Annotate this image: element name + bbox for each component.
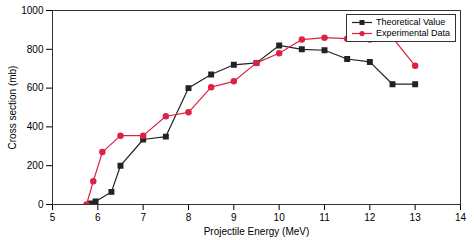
- svg-text:0: 0: [38, 199, 44, 210]
- svg-text:1000: 1000: [21, 5, 44, 16]
- html-text:Experimental Data: Experimental Data: [376, 28, 450, 38]
- svg-text:6: 6: [95, 212, 101, 223]
- svg-text:800: 800: [27, 44, 44, 55]
- svg-text:11: 11: [319, 212, 330, 223]
- svg-text:14: 14: [455, 212, 467, 223]
- svg-text:7: 7: [140, 212, 146, 223]
- svg-text:5: 5: [50, 212, 56, 223]
- svg-text:8: 8: [186, 212, 192, 223]
- svg-text:600: 600: [27, 82, 44, 93]
- svg-text:Projectile Energy (MeV): Projectile Energy (MeV): [204, 226, 310, 237]
- svg-text:13: 13: [410, 212, 422, 223]
- svg-text:400: 400: [27, 121, 44, 132]
- svg-text:Cross section (mb): Cross section (mb): [7, 66, 18, 150]
- svg-text:10: 10: [274, 212, 286, 223]
- html-text:Theoretical Value: Theoretical Value: [376, 17, 446, 27]
- svg-text:200: 200: [27, 160, 44, 171]
- svg-text:12: 12: [364, 212, 376, 223]
- svg-text:9: 9: [231, 212, 237, 223]
